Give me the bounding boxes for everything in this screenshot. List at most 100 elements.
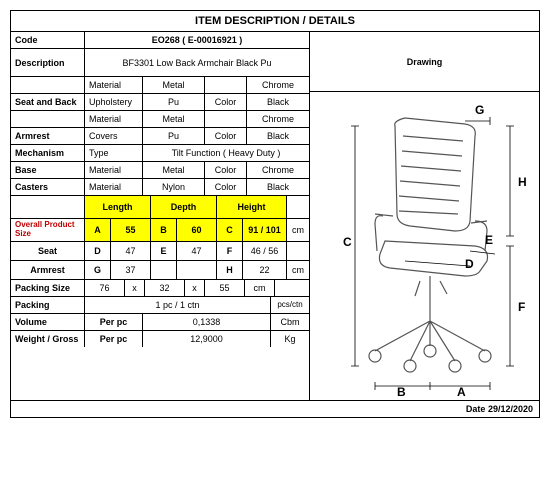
E-lbl: E [151,242,177,260]
cast-color: Black [247,179,309,195]
sb-uph: Pu [143,94,205,110]
base-mat-lbl: Material [85,162,143,178]
ps-w: 32 [145,280,185,296]
sheet-title: ITEM DESCRIPTION / DETAILS [11,11,539,31]
dim-C: C [343,235,352,249]
dim-G: G [475,103,484,117]
cm1: cm [287,219,309,241]
weight-row: Weight / Gross Per pc 12,9000 Kg [11,331,309,347]
ps-blank [275,280,309,296]
C-val: 91 / 101 [243,219,287,241]
description-label: Description [11,49,85,76]
mech-type: Tilt Function ( Heavy Duty ) [143,145,309,161]
seatback-label [11,77,85,93]
F-lbl: F [217,242,243,260]
volume-lbl: Volume [11,314,85,330]
ps-l: 76 [85,280,125,296]
cbm: Cbm [271,314,309,330]
kg: Kg [271,331,309,347]
dim-D: D [465,257,474,271]
cm-blank [287,196,309,218]
volume-per: Per pc [85,314,143,330]
volume-val: 0,1338 [143,314,271,330]
blank2 [177,261,217,279]
sb-color-lbl [205,77,247,93]
code-row: Code EO268 ( E-00016921 ) [11,32,309,49]
pcsctn: pcs/ctn [271,297,309,313]
arm-cov-lbl: Covers [85,128,143,144]
base-mat: Metal [143,162,205,178]
arm-color2: Black [247,128,309,144]
dim-A: A [457,385,466,396]
base-color: Chrome [247,162,309,178]
drawing-body: C G H E D F B A [310,92,539,400]
ps-unit: cm [245,280,275,296]
packing-val: 1 pc / 1 ctn [85,297,271,313]
base-row: Base Material Metal Color Chrome [11,162,309,179]
seatback-row2: Seat and Back Upholstery Pu Color Black [11,94,309,111]
packing-lbl: Packing [11,297,85,313]
armrest-row2: Armrest Covers Pu Color Black [11,128,309,145]
arm-mat-lbl: Material [85,111,143,127]
seatback-row1: Material Metal Chrome [11,77,309,94]
arm-color1: Chrome [247,111,309,127]
cm3: cm [287,261,309,279]
ps-x1: x [125,280,145,296]
drawing-header: Drawing [310,32,539,92]
ps-h: 55 [205,280,245,296]
weight-per: Per pc [85,331,143,347]
blank1 [151,261,177,279]
code-value: EO268 ( E-00016921 ) [85,32,309,48]
arm-mat: Metal [143,111,205,127]
ps-x2: x [185,280,205,296]
cast-mat: Nylon [143,179,205,195]
weight-val: 12,9000 [143,331,271,347]
arm-color-lbl2: Color [205,128,247,144]
C-lbl: C [217,219,243,241]
cast-mat-lbl: Material [85,179,143,195]
mech-type-lbl: Type [85,145,143,161]
arm-lbl: Armrest [11,261,85,279]
mech-label: Mechanism [11,145,85,161]
base-color-lbl: Color [205,162,247,178]
G-val: 37 [111,261,151,279]
sb-material: Metal [143,77,205,93]
armrest-row1: Material Metal Chrome [11,111,309,128]
dim-seat: Seat D 47 E 47 F 46 / 56 [11,242,309,261]
chair-drawing: C G H E D F B A [315,96,535,396]
F-val: 46 / 56 [243,242,287,260]
description-row: Description BF3301 Low Back Armchair Bla… [11,49,309,77]
B-val: 60 [177,219,217,241]
overall-lbl: Overall Product Size [11,219,85,241]
sb-color2: Black [247,94,309,110]
B-lbl: B [151,219,177,241]
H-lbl: H [217,261,243,279]
drawing-column: Drawing [309,32,539,400]
casters-label: Casters [11,179,85,195]
dim-overall: Overall Product Size A 55 B 60 C 91 / 10… [11,219,309,242]
volume-row: Volume Per pc 0,1338 Cbm [11,314,309,331]
date-value: 29/12/2020 [488,404,533,414]
dim-B: B [397,385,406,396]
seat-lbl: Seat [11,242,85,260]
dim-header: Length Depth Height [11,196,309,219]
dim-armrest: Armrest G 37 H 22 cm [11,261,309,280]
base-label: Base [11,162,85,178]
sb-material-lbl: Material [85,77,143,93]
A-val: 55 [111,219,151,241]
cm2 [287,242,309,260]
sb-uph-lbl: Upholstery [85,94,143,110]
height-lbl: Height [217,196,287,218]
packing-row: Packing 1 pc / 1 ctn pcs/ctn [11,297,309,314]
main-columns: Code EO268 ( E-00016921 ) Description BF… [11,32,539,400]
arm-label1 [11,111,85,127]
packsize-row: Packing Size 76 x 32 x 55 cm [11,280,309,297]
arm-color-lbl1 [205,111,247,127]
date-row: Date 29/12/2020 [11,400,539,417]
D-val: 47 [111,242,151,260]
date-label: Date [466,404,486,414]
dim-F: F [518,300,525,314]
casters-row: Casters Material Nylon Color Black [11,179,309,196]
spec-sheet: ITEM DESCRIPTION / DETAILS Code EO268 ( … [10,10,540,418]
cast-color-lbl: Color [205,179,247,195]
